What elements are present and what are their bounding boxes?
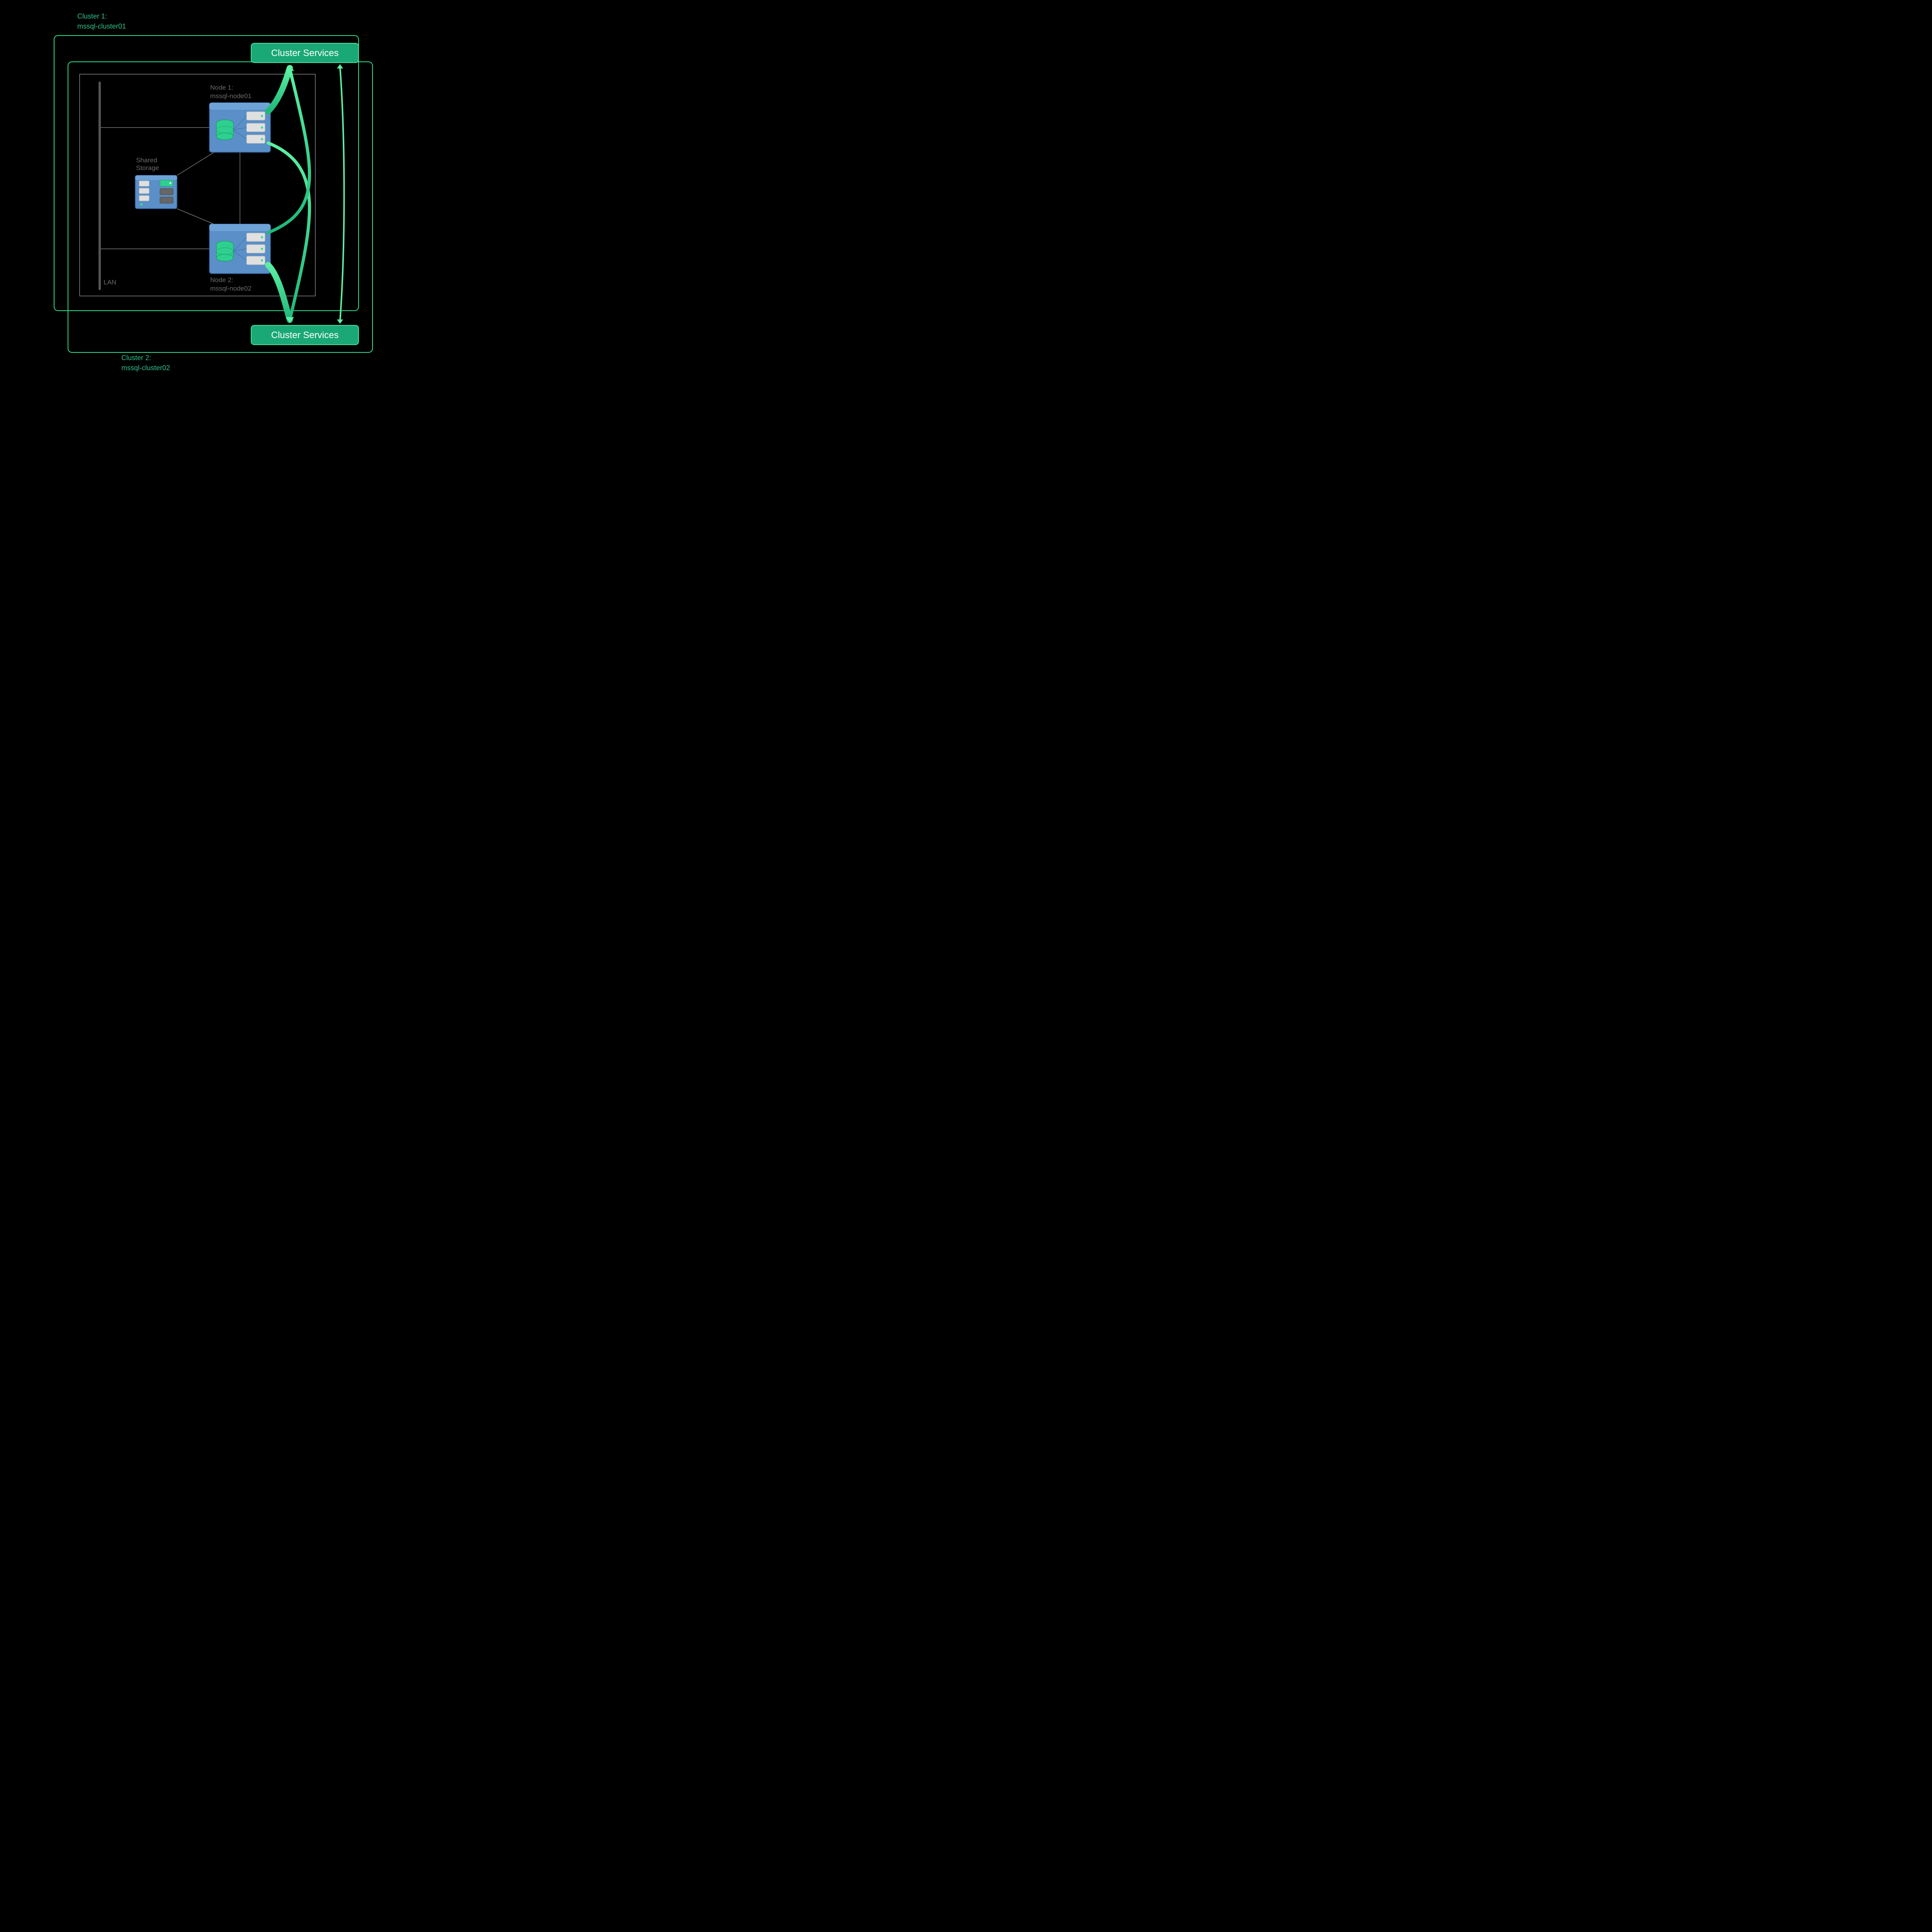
cluster2-label-2: mssql-cluster02	[121, 364, 170, 372]
node1-icon	[209, 103, 270, 152]
cluster2-label-1: Cluster 2:	[121, 354, 151, 362]
shared-storage-icon	[135, 175, 177, 209]
cluster-services-top-label: Cluster Services	[271, 48, 339, 58]
shared-storage-label-2: Storage	[136, 164, 159, 172]
lan-label: LAN	[104, 279, 116, 286]
node1-label-1: Node 1:	[210, 84, 233, 91]
node2-icon	[209, 224, 270, 274]
cluster-diagram: Cluster Services Cluster Services Cluster…	[0, 0, 425, 386]
node2-label-1: Node 2:	[210, 276, 233, 284]
shared-storage-label-1: Shared	[136, 156, 157, 164]
cluster1-label-1: Cluster 1:	[77, 12, 107, 20]
node2-label-2: mssql-node02	[210, 285, 252, 292]
cluster-services-bottom-label: Cluster Services	[271, 330, 339, 340]
cluster1-label-2: mssql-cluster01	[77, 22, 126, 30]
node1-label-2: mssql-node01	[210, 92, 252, 100]
